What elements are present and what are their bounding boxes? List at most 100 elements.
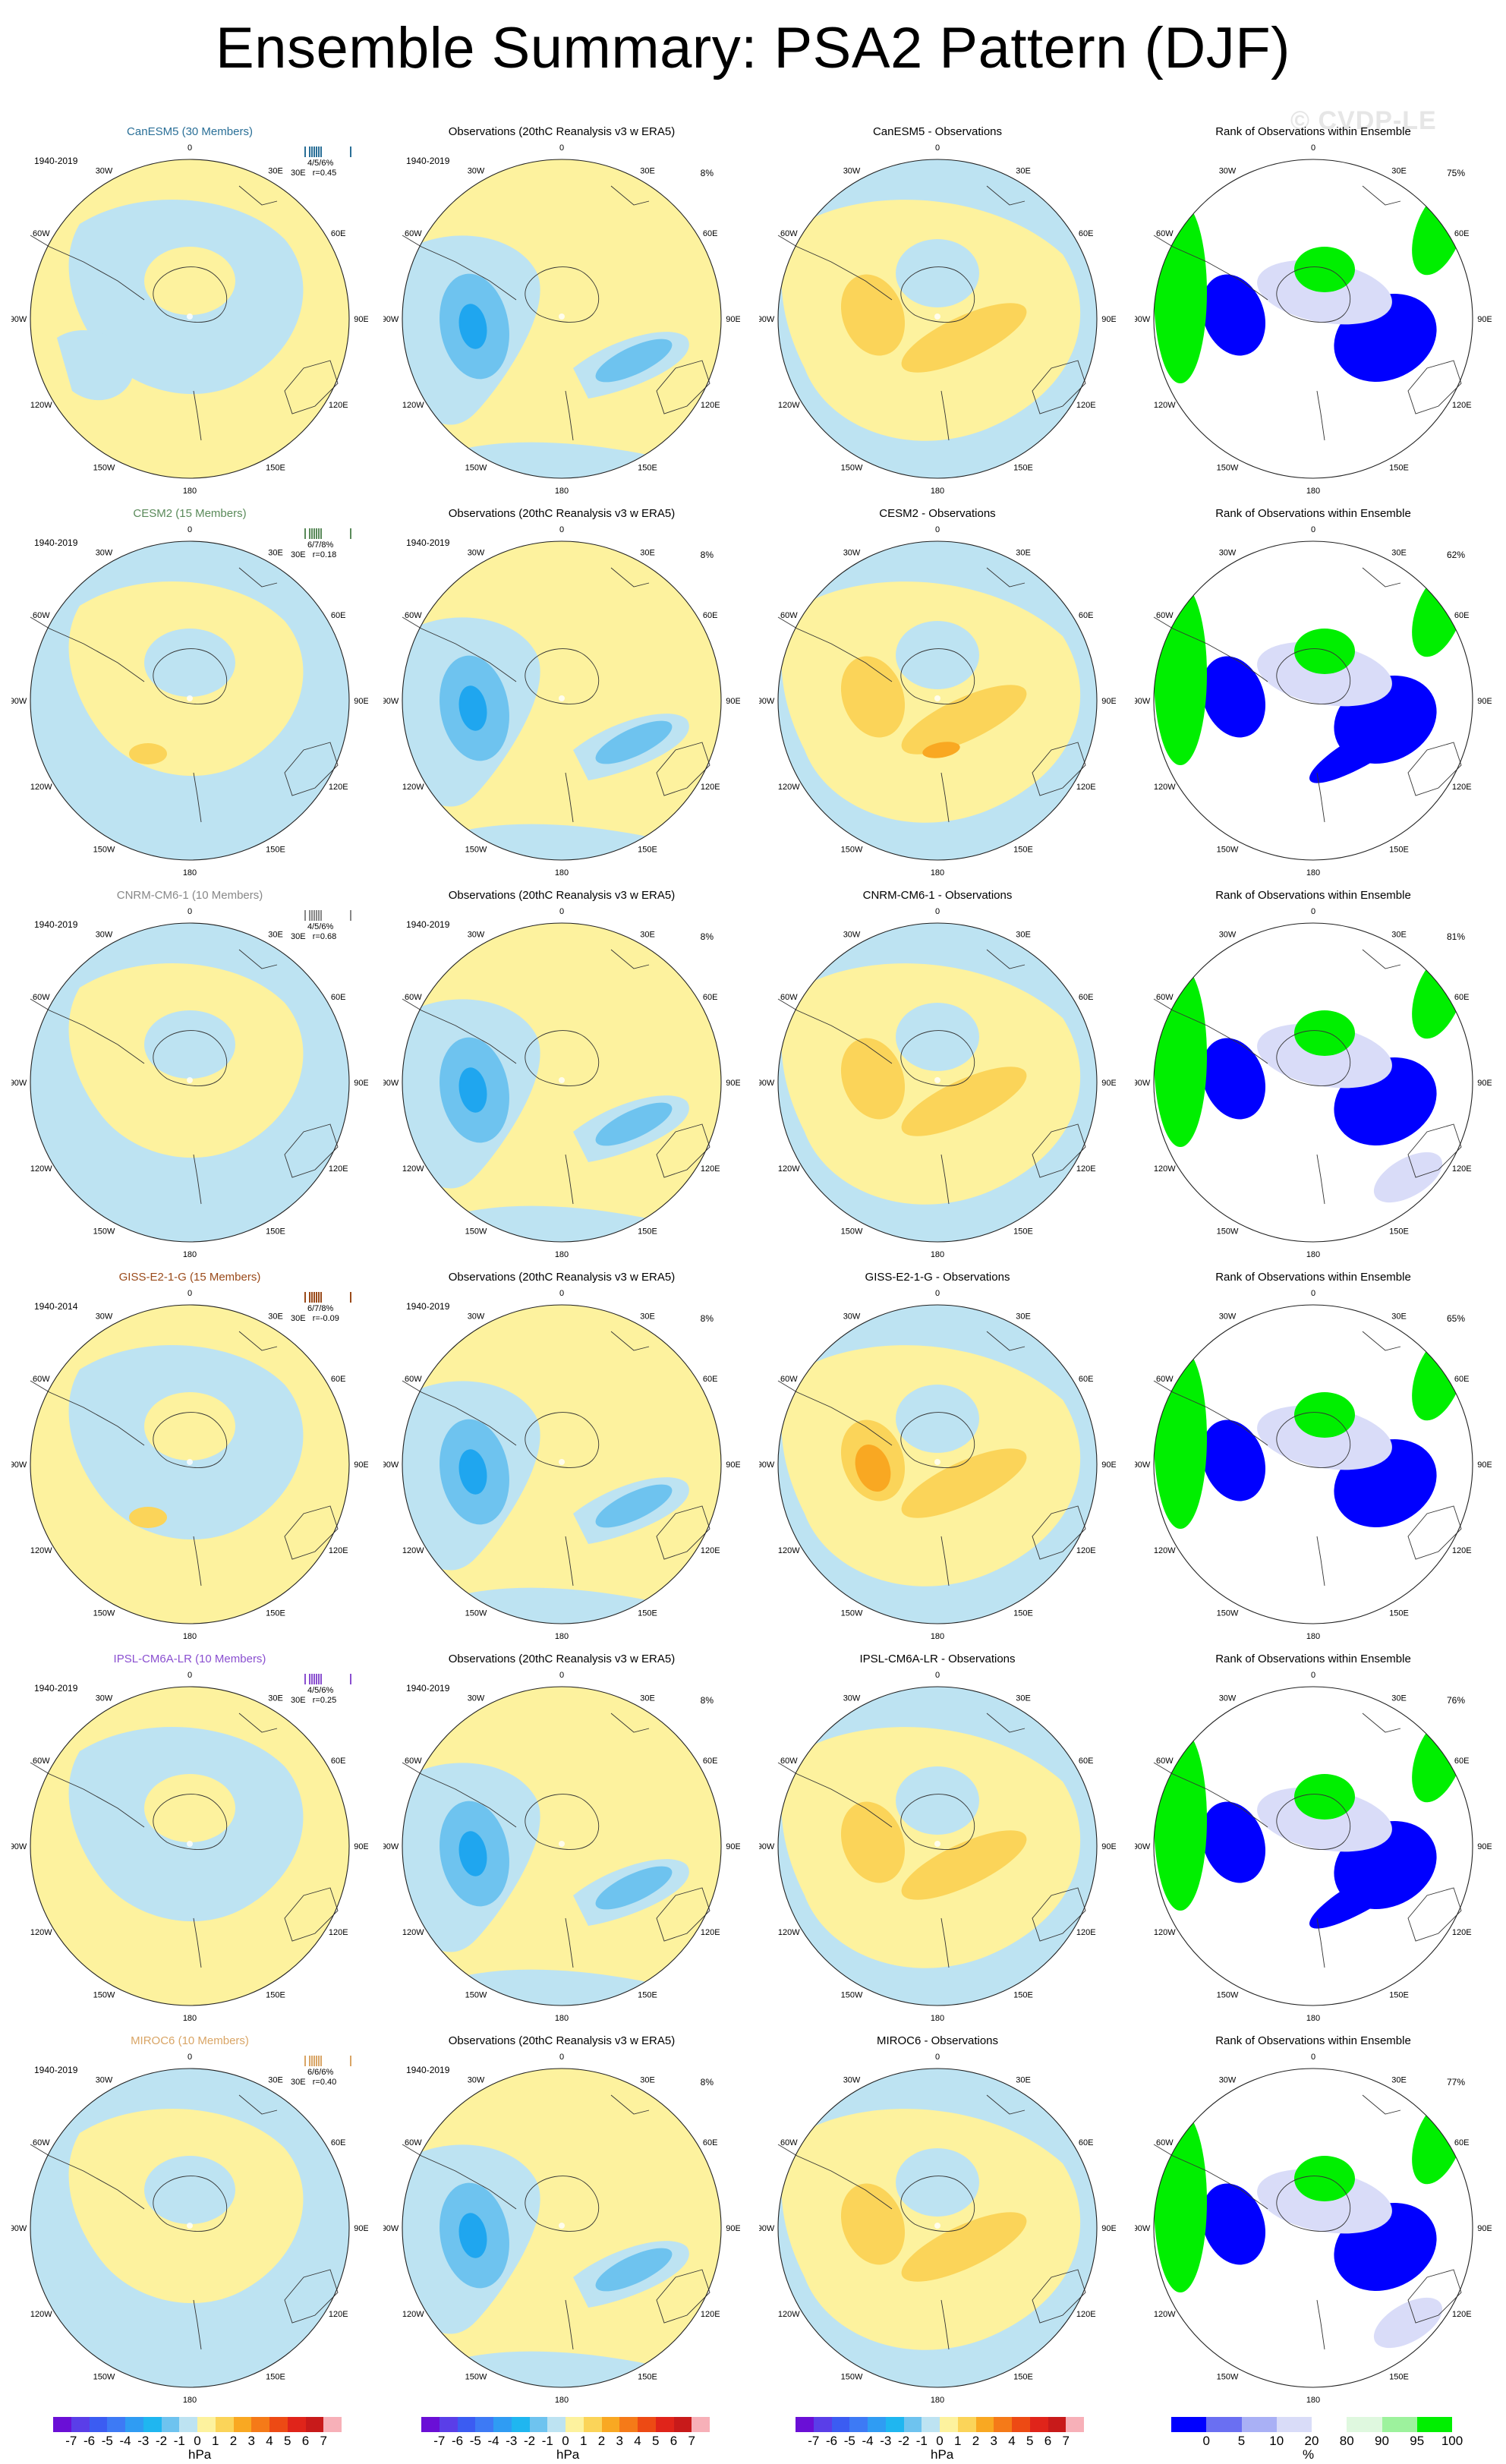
longitude-label: 150W [93,464,115,473]
positive-anomaly-core [855,1445,891,1492]
positive-anomaly-core [129,1507,167,1528]
longitude-label: 90E [354,697,368,706]
longitude-label: 150E [638,1609,657,1618]
longitude-label: 120W [1154,783,1176,792]
period-label: 1940-2019 [406,1683,450,1694]
stats-percent: 6/6/6% [307,2068,334,2077]
longitude-label: 180 [183,2014,197,2023]
stats-percent: 6/7/8% [307,540,334,550]
positive-anomaly [840,2183,906,2265]
panel-rank-2: Rank of Observations within Ensemble 0 30E… [1135,507,1492,887]
longitude-label: 0 [559,2053,564,2062]
coastlines [402,185,710,441]
longitude-label: 120E [1452,783,1472,792]
panel-title: MIROC6 (10 Members) [131,2034,249,2047]
longitude-label: 90W [759,2224,775,2233]
longitude-label: 0 [1311,907,1315,916]
colorbar-tick-label: -4 [487,2434,499,2448]
longitude-label: 150E [266,1227,285,1237]
longitude-label: 120W [30,783,52,792]
longitude-label: 90W [383,697,399,706]
watermark: © CVDP-LE [1290,106,1437,135]
colorbar-tick-label: 4 [1008,2434,1016,2448]
percent-label: 65% [1446,1313,1465,1324]
colorbar-tick-label: 90 [1375,2434,1389,2448]
colorbar-tick-label: 20 [1304,2434,1319,2448]
colorbar-swatch [1066,2417,1084,2432]
ensemble-stats: 6/6/6% 30E r=0.40 [276,2054,367,2087]
longitude-label: 60W [1156,993,1174,1002]
longitude-label: 60W [33,1757,50,1766]
panel-title: CNRM-CM6-1 - Observations [862,889,1013,902]
longitude-label: 120W [402,1546,424,1555]
longitude-label: 150E [1389,1227,1409,1237]
positive-anomaly [901,1448,1027,1518]
colorbar-tick-label: 6 [1044,2434,1052,2448]
stats-percent: 4/5/6% [307,159,334,168]
rank-low-region [1201,2183,1266,2265]
longitude-label: 150E [1013,846,1033,855]
panel-title: CESM2 - Observations [879,507,996,520]
rank-low-region [1201,1038,1266,1120]
coastlines [1153,2094,1462,2350]
longitude-label: 30W [96,2075,113,2084]
longitude-label: 30W [1219,930,1237,939]
longitude-label: 150W [1217,1227,1239,1237]
panel-diff-3: CNRM-CM6-1 - Observations 0 30E 60E 90E 120E 1… [759,889,1116,1268]
colorbar-tick-label: -5 [469,2434,481,2448]
longitude-label: 180 [183,1250,197,1259]
colorbar-swatch [143,2417,162,2432]
longitude-label: 120W [30,2310,52,2319]
polar-map: 0 30E 60E 90E 120E 150E 180 150W 120W 90W 60W 30W [11,525,368,878]
colorbar-swatch [529,2417,548,2432]
panel-obs-5: Observations (20thC Reanalysis v3 w ERA5… [383,1653,740,2032]
colorbar-swatch [940,2417,958,2432]
colorbar-tick-label: 5 [1237,2434,1246,2448]
longitude-label: 90E [1101,2224,1116,2233]
longitude-label: 150W [841,1991,863,2000]
longitude-label: 90W [11,1079,27,1088]
longitude-label: 120E [329,1928,348,1937]
colorbar-swatch [692,2417,710,2432]
longitude-label: 90E [1477,1460,1492,1470]
coastlines [1153,567,1462,823]
colorbar-swatch [323,2417,342,2432]
coastlines [30,567,339,823]
longitude-label: 120E [1452,2310,1472,2319]
longitude-label: 60W [33,1375,50,1384]
longitude-label: 180 [1306,1250,1320,1259]
longitude-label: 150E [266,464,285,473]
colorbar-swatches [796,2417,1084,2432]
longitude-label: 60E [1454,1375,1470,1384]
longitude-label: 30E [1391,548,1407,557]
rank-low-region [1309,717,1416,783]
negative-anomaly-core [458,304,487,349]
coastlines [30,185,339,441]
longitude-label: 180 [555,868,569,878]
longitude-label: 60E [331,1375,346,1384]
longitude-label: 60E [331,2138,346,2147]
longitude-label: 30W [468,1694,485,1703]
longitude-label: 120W [402,2310,424,2319]
longitude-label: 150W [93,1227,115,1237]
longitude-label: 30E [1016,930,1031,939]
longitude-label: 30W [96,1694,113,1703]
longitude-label: 30E [1391,2075,1407,2084]
longitude-label: 90W [1135,1460,1151,1470]
longitude-label: 30E [640,930,655,939]
panel-title: CanESM5 (30 Members) [127,125,253,138]
negative-anomaly [896,1766,979,1835]
longitude-label: 60E [1454,993,1470,1002]
coastlines [402,567,710,823]
polar-map: 0 30E 60E 90E 120E 150E 180 150W 120W 90W 60W 30W [383,525,740,878]
longitude-label: 150W [465,846,487,855]
percent-label: 62% [1446,550,1465,560]
longitude-label: 30E [1391,1694,1407,1703]
panel-obs-3: Observations (20thC Reanalysis v3 w ERA5… [383,889,740,1268]
anomaly-region [144,2156,235,2224]
longitude-label: 30W [843,930,861,939]
colorbar-swatch [107,2417,125,2432]
longitude-label: 0 [187,907,192,916]
longitude-label: 90E [1101,1460,1116,1470]
negative-anomaly [595,339,673,383]
